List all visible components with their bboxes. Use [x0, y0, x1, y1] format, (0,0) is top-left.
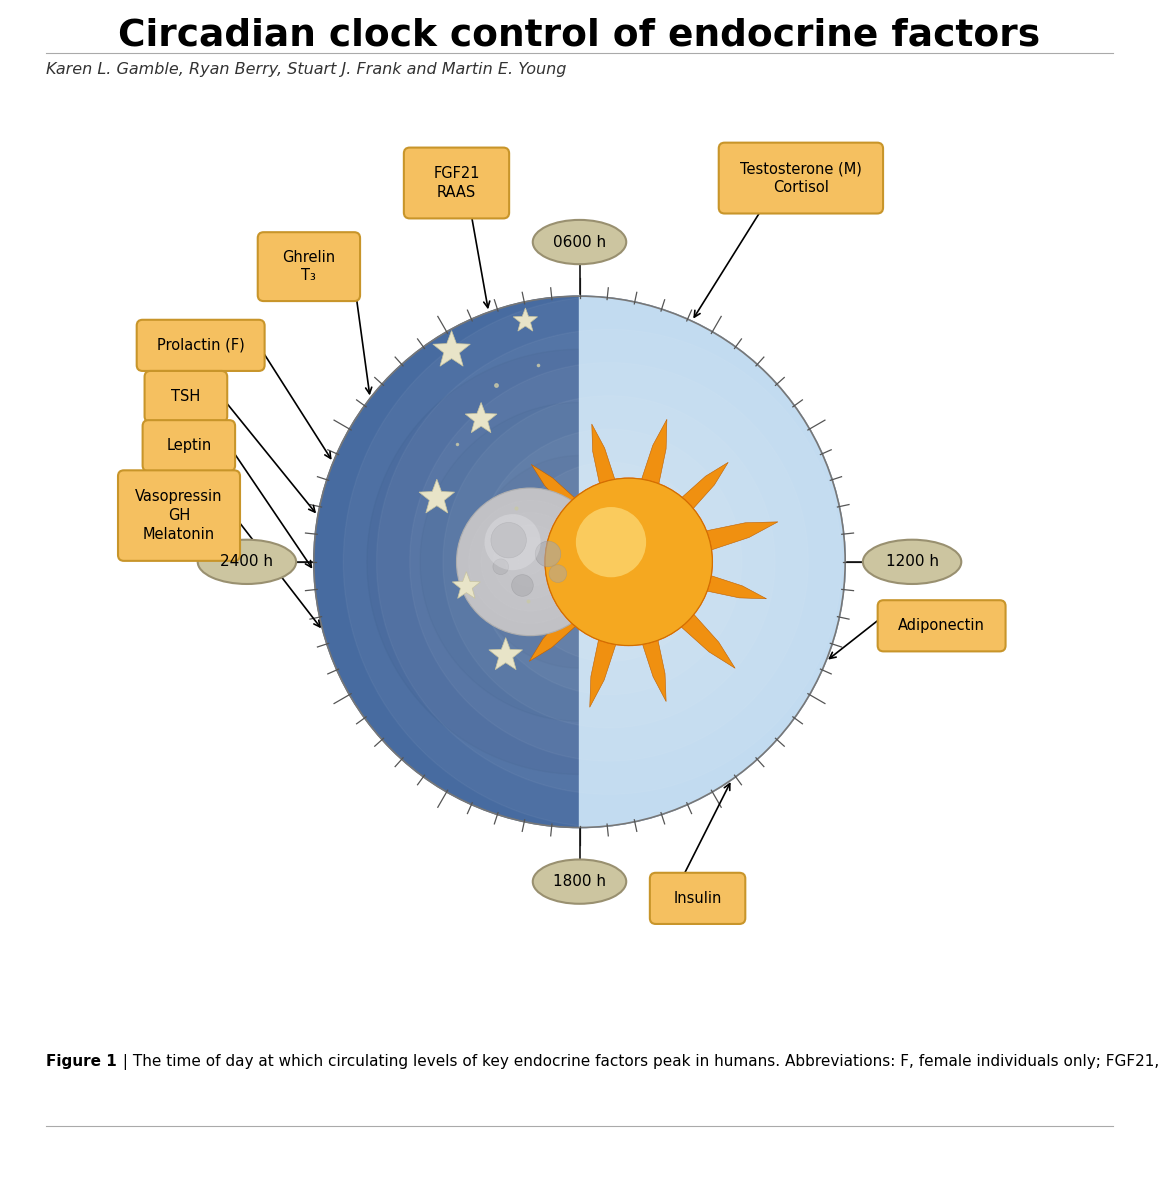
FancyBboxPatch shape: [403, 148, 509, 218]
Polygon shape: [526, 509, 580, 614]
Text: Vasopressin
GH
Melatonin: Vasopressin GH Melatonin: [136, 490, 223, 541]
Circle shape: [576, 508, 646, 577]
Polygon shape: [691, 522, 778, 554]
Circle shape: [549, 482, 707, 640]
Text: 1200 h: 1200 h: [885, 554, 939, 569]
Circle shape: [484, 514, 540, 570]
Text: Figure 1: Figure 1: [46, 1054, 117, 1068]
Ellipse shape: [533, 220, 626, 264]
Polygon shape: [420, 479, 454, 514]
Polygon shape: [489, 524, 567, 554]
Text: 1800 h: 1800 h: [553, 874, 606, 889]
FancyBboxPatch shape: [877, 600, 1006, 652]
Ellipse shape: [863, 540, 961, 584]
Polygon shape: [314, 296, 580, 828]
Polygon shape: [590, 624, 621, 707]
Text: Ghrelin
T₃: Ghrelin T₃: [283, 250, 335, 283]
Circle shape: [457, 488, 604, 636]
Circle shape: [481, 512, 580, 611]
Polygon shape: [580, 296, 845, 828]
Text: Karen L. Gamble, Ryan Berry, Stuart J. Frank and Martin E. Young: Karen L. Gamble, Ryan Berry, Stuart J. F…: [46, 62, 567, 77]
Polygon shape: [489, 637, 523, 670]
Text: Prolactin (F): Prolactin (F): [156, 338, 245, 353]
Circle shape: [493, 559, 509, 575]
Polygon shape: [513, 308, 538, 331]
Polygon shape: [486, 570, 567, 600]
Text: Adiponectin: Adiponectin: [898, 618, 985, 634]
Circle shape: [568, 500, 686, 619]
Text: TSH: TSH: [172, 389, 201, 404]
Ellipse shape: [198, 540, 296, 584]
Circle shape: [559, 492, 697, 630]
Text: 0600 h: 0600 h: [553, 234, 606, 250]
Polygon shape: [420, 402, 580, 721]
Circle shape: [535, 541, 561, 566]
Circle shape: [571, 505, 680, 613]
Circle shape: [554, 487, 701, 635]
Circle shape: [314, 296, 845, 828]
Polygon shape: [367, 349, 580, 774]
Text: FGF21
RAAS: FGF21 RAAS: [433, 166, 480, 199]
Circle shape: [576, 510, 676, 608]
Polygon shape: [636, 419, 666, 499]
Polygon shape: [473, 456, 580, 668]
Text: 2400 h: 2400 h: [220, 554, 274, 569]
Polygon shape: [530, 602, 588, 661]
FancyBboxPatch shape: [145, 371, 227, 422]
Circle shape: [518, 550, 542, 574]
Text: | The time of day at which circulating levels of key endocrine factors peak in h: | The time of day at which circulating l…: [118, 1054, 1159, 1069]
Text: Circadian clock control of endocrine factors: Circadian clock control of endocrine fac…: [118, 18, 1041, 54]
Polygon shape: [592, 424, 620, 499]
Circle shape: [545, 478, 713, 646]
Circle shape: [494, 524, 567, 599]
Text: Insulin: Insulin: [673, 890, 722, 906]
Polygon shape: [669, 602, 735, 668]
Circle shape: [505, 538, 555, 587]
Circle shape: [595, 527, 654, 587]
Text: Leptin: Leptin: [166, 438, 211, 454]
Circle shape: [468, 500, 592, 623]
Circle shape: [549, 565, 567, 582]
FancyBboxPatch shape: [137, 319, 264, 371]
FancyBboxPatch shape: [257, 233, 360, 301]
Circle shape: [590, 523, 659, 593]
Ellipse shape: [533, 859, 626, 904]
Polygon shape: [465, 402, 497, 433]
Circle shape: [581, 514, 670, 604]
Circle shape: [545, 478, 713, 646]
FancyBboxPatch shape: [650, 872, 745, 924]
Circle shape: [457, 488, 604, 636]
Polygon shape: [531, 464, 586, 520]
FancyBboxPatch shape: [143, 420, 235, 472]
FancyBboxPatch shape: [719, 143, 883, 214]
Circle shape: [491, 522, 526, 558]
Circle shape: [585, 518, 665, 598]
Circle shape: [563, 496, 691, 624]
Circle shape: [511, 575, 533, 596]
Polygon shape: [670, 462, 728, 521]
Polygon shape: [432, 330, 471, 366]
FancyBboxPatch shape: [118, 470, 240, 560]
Polygon shape: [637, 624, 666, 702]
Text: Testosterone (M)
Cortisol: Testosterone (M) Cortisol: [739, 161, 862, 194]
Polygon shape: [691, 571, 766, 599]
Polygon shape: [452, 571, 480, 599]
